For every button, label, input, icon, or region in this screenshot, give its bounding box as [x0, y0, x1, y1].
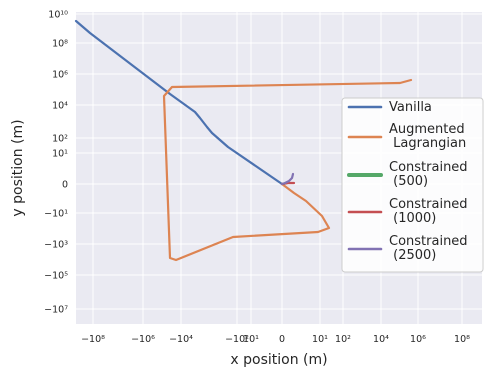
legend-label-2: Augmented Lagrangian — [389, 122, 466, 151]
y-tick-label: 10⁶ — [52, 70, 68, 81]
y-tick-label: 10¹ — [52, 149, 68, 160]
x-tick-label: −10⁴ — [169, 334, 193, 345]
y-tick-label: 10¹⁰ — [48, 10, 68, 21]
series-lines — [74, 19, 413, 262]
x-tick-label: 10⁴ — [373, 334, 389, 345]
x-tick-label: 10¹ — [243, 334, 259, 345]
x-tick-label: −10⁶ — [131, 334, 155, 345]
y-tick-label: −10³ — [44, 240, 68, 251]
y-tick-label: 0 — [62, 180, 68, 191]
y-axis-title: y position (m) — [10, 119, 26, 216]
legend-label-5: Constrained (2500) — [389, 234, 468, 263]
legend: Vanilla Augmented Lagrangian Constrained (… — [341, 97, 484, 273]
x-axis-title: x position (m) — [230, 352, 327, 368]
legend-box — [341, 97, 484, 273]
y-tick-label: −10⁷ — [44, 305, 68, 316]
y-tick-label: −10¹ — [44, 209, 68, 220]
x-tick-label: −10² — [225, 334, 249, 345]
x-tick-label: 10¹ — [312, 334, 328, 345]
series-line-2 — [162, 78, 413, 262]
y-tick-label: 10⁸ — [52, 39, 68, 50]
legend-label-3: Constrained (500) — [389, 160, 468, 189]
legend-label-1: Vanilla — [389, 100, 432, 115]
y-tick-label: 10⁴ — [52, 101, 68, 112]
series-line-5 — [280, 172, 295, 186]
y-tick-label: 10² — [52, 134, 68, 145]
x-tick-label: −10⁸ — [81, 334, 105, 345]
y-tick-labels: 10¹⁰ 10⁸ 10⁶ 10⁴ 10² 10¹ 0 −10¹ −10³ −10⁵ −10⁷ — [44, 10, 68, 316]
x-tick-label: 10⁸ — [454, 334, 470, 345]
series-line-1 — [74, 19, 284, 186]
legend-label-4: Constrained (1000) — [389, 197, 468, 226]
x-tick-label: 10⁶ — [410, 334, 426, 345]
x-tick-label: 10² — [335, 334, 351, 345]
x-tick-label: 0 — [279, 334, 285, 345]
y-tick-label: −10⁵ — [44, 271, 68, 282]
